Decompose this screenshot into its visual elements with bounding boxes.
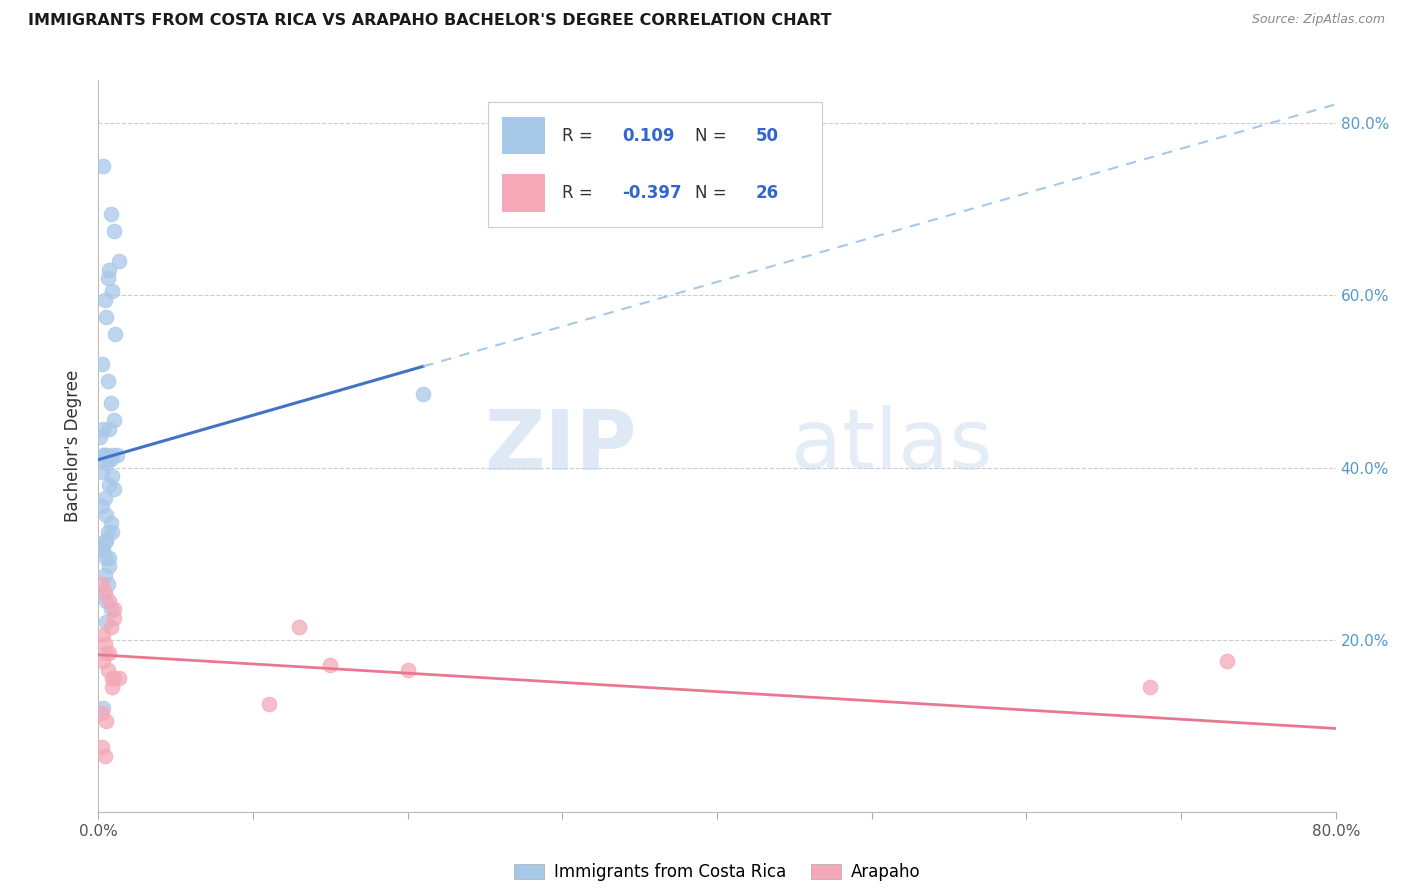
Point (412, 387, 434, 401)
Text: Source: ZipAtlas.com: Source: ZipAtlas.com (1251, 13, 1385, 27)
Point (96, 508, 118, 522)
Point (101, 524, 124, 539)
Point (96, 533, 118, 548)
Point (98, 594, 121, 608)
Text: ZIP: ZIP (484, 406, 637, 486)
Point (100, 602, 122, 616)
Point (91, 701, 114, 715)
Point (96, 714, 118, 729)
Point (98, 477, 121, 491)
Point (91, 422, 114, 436)
Point (103, 482, 125, 496)
Point (1139, 680, 1161, 694)
Point (101, 469, 124, 483)
Point (101, 448, 124, 462)
Point (91, 542, 114, 557)
Text: IMMIGRANTS FROM COSTA RICA VS ARAPAHO BACHELOR'S DEGREE CORRELATION CHART: IMMIGRANTS FROM COSTA RICA VS ARAPAHO BA… (28, 13, 831, 29)
Point (93, 748, 115, 763)
Point (98, 559, 121, 574)
Point (103, 413, 125, 427)
Point (93, 491, 115, 505)
Point (97, 576, 120, 591)
Text: atlas: atlas (792, 406, 993, 486)
Point (93, 293, 115, 307)
Point (100, 396, 122, 410)
Y-axis label: Bachelor's Degree: Bachelor's Degree (65, 370, 83, 522)
Point (90, 740, 112, 755)
Point (93, 637, 115, 651)
Point (97, 524, 120, 539)
Point (96, 456, 118, 470)
Point (90, 542, 112, 557)
Point (91, 448, 114, 462)
Point (319, 658, 342, 673)
Point (97, 271, 120, 285)
Point (91, 628, 114, 642)
Point (93, 533, 115, 548)
Point (100, 620, 122, 634)
Point (96, 310, 118, 324)
Point (105, 448, 128, 462)
Point (91, 654, 114, 668)
Point (93, 585, 115, 599)
Point (96, 594, 118, 608)
Point (91, 159, 114, 173)
Point (98, 646, 121, 660)
Point (103, 671, 125, 685)
Point (257, 697, 280, 711)
Point (96, 615, 118, 630)
Point (97, 451, 120, 466)
Point (396, 663, 419, 677)
Point (101, 671, 124, 685)
Point (91, 585, 114, 599)
Point (101, 284, 124, 298)
Point (93, 568, 115, 582)
Legend: Immigrants from Costa Rica, Arapaho: Immigrants from Costa Rica, Arapaho (508, 856, 927, 888)
Point (100, 516, 122, 531)
Point (1216, 654, 1239, 668)
Point (100, 451, 122, 466)
Point (90, 500, 112, 514)
Point (89, 430, 111, 444)
Point (98, 422, 121, 436)
Point (107, 671, 129, 685)
Point (288, 620, 311, 634)
Point (103, 602, 125, 616)
Point (96, 646, 118, 660)
Point (90, 576, 112, 591)
Point (90, 357, 112, 371)
Point (90, 465, 112, 479)
Point (97, 663, 120, 677)
Point (103, 224, 125, 238)
Point (96, 550, 118, 565)
Point (98, 550, 121, 565)
Point (100, 207, 122, 221)
Point (98, 262, 121, 277)
Point (107, 254, 129, 268)
Point (104, 327, 127, 342)
Point (101, 680, 124, 694)
Point (103, 611, 125, 625)
Point (96, 448, 118, 462)
Point (93, 448, 115, 462)
Point (90, 706, 112, 720)
Point (97, 375, 120, 389)
